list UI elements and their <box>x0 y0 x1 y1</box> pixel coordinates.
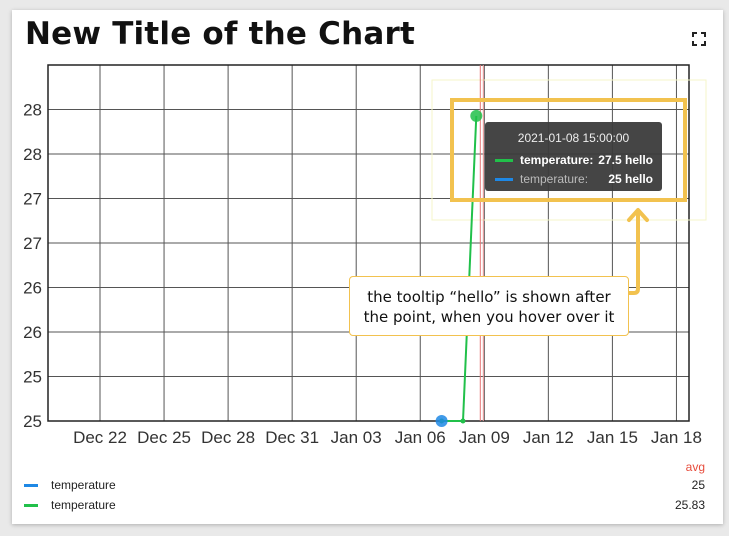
line-chart: 25 25 26 26 27 27 28 28 Dec 22 Dec 25 Dec 28 Dec 31… <box>23 64 707 447</box>
tooltip-box <box>485 122 662 191</box>
y-tick-label: 28 <box>23 145 42 164</box>
legend-item[interactable]: temperature 25 <box>22 476 705 494</box>
tooltip-series-name: temperature: <box>520 172 588 186</box>
plot-area: 25 25 26 26 27 27 28 28 Dec 22 Dec 25 Dec 28 Dec 31… <box>23 64 707 447</box>
legend-swatch <box>24 504 38 507</box>
tooltip-swatch <box>495 178 513 181</box>
legend-item-value: 25 <box>691 478 705 492</box>
x-tick-label: Dec 25 <box>137 428 191 447</box>
legend-header-avg: avg <box>685 460 705 474</box>
y-tick-label: 27 <box>23 234 42 253</box>
x-tick-label: Dec 31 <box>265 428 319 447</box>
tooltip-swatch <box>495 159 513 162</box>
legend-item-name: temperature <box>51 498 116 512</box>
annotation-highlight-frame <box>450 98 687 202</box>
y-tick-label: 28 <box>23 101 42 120</box>
x-tick-label: Dec 28 <box>201 428 255 447</box>
y-tick-label: 25 <box>23 368 42 387</box>
plot-frame <box>47 64 690 422</box>
legend-item-name: temperature <box>51 478 116 492</box>
x-tick-label: Jan 15 <box>587 428 638 447</box>
annotation-line-1: the tooltip “hello” is shown after <box>367 288 611 306</box>
y-tick-label: 26 <box>23 279 42 298</box>
chart-card: New Title of the Chart 25 25 26 26 27 27 28 28 D… <box>12 10 723 524</box>
series-line-temperature <box>441 115 478 422</box>
tooltip-series-name: temperature: <box>520 153 593 167</box>
tooltip-title: 2021-01-08 15:00:00 <box>518 131 630 145</box>
y-tick-label: 25 <box>23 412 42 431</box>
legend-swatch <box>24 484 38 487</box>
legend-item[interactable]: temperature 25.83 <box>22 496 705 514</box>
x-tick-label: Dec 22 <box>73 428 127 447</box>
data-point <box>460 418 466 424</box>
annotation-line-2: the point, when you hover over it <box>363 308 615 326</box>
y-tick-label: 27 <box>23 190 42 209</box>
x-tick-label: Jan 03 <box>331 428 382 447</box>
y-tick-label: 26 <box>23 323 42 342</box>
fullscreen-icon[interactable] <box>692 32 706 46</box>
tooltip-series-value: 25 hello <box>608 172 653 186</box>
x-tick-label: Jan 18 <box>651 428 702 447</box>
x-tick-label: Jan 09 <box>459 428 510 447</box>
hover-region <box>431 79 707 221</box>
x-tick-label: Jan 12 <box>523 428 574 447</box>
chart-title: New Title of the Chart <box>25 16 415 52</box>
annotation-arrow-head <box>627 208 649 222</box>
data-point <box>435 415 448 427</box>
annotation-callout: the tooltip “hello” is shown after the p… <box>349 276 629 336</box>
data-point <box>470 109 483 122</box>
x-tick-label: Jan 06 <box>395 428 446 447</box>
legend-item-value: 25.83 <box>674 498 705 512</box>
tooltip-series-value: 27.5 hello <box>598 153 653 167</box>
annotation-arrow <box>627 209 640 295</box>
